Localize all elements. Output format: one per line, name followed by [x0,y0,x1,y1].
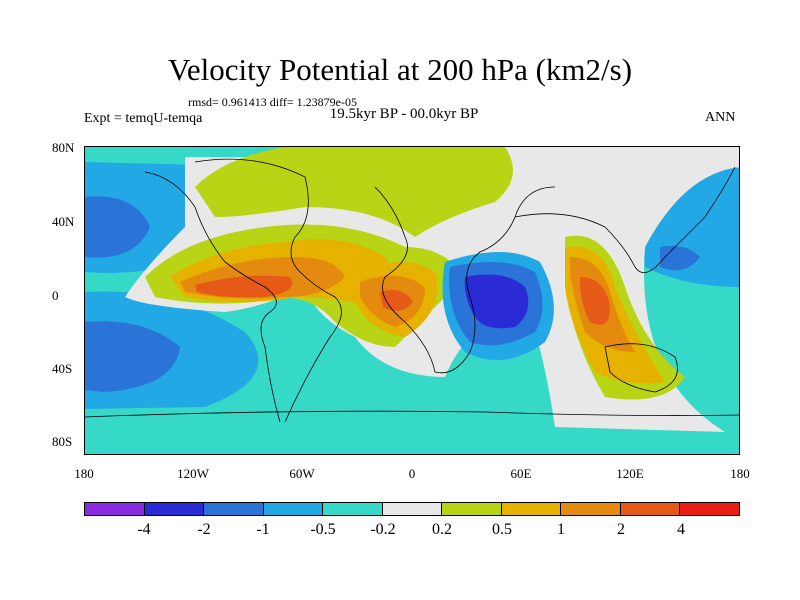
colorbar-label: -1 [256,521,270,538]
coast-australia [604,343,678,393]
colorbar-label: -0.5 [310,521,336,538]
contour-s-pacific-core [85,321,180,392]
period-label: 19.5kyr BP - 00.0kyr BP [329,106,479,122]
contour-americas-core [195,275,293,298]
coast-africa-europe [374,186,556,374]
lat-label: 80S [52,434,73,449]
stats-text: rmsd= 0.961413 diff= 1.23879e-05 [188,95,357,109]
colorbar-label: 1 [557,521,565,538]
coastlines [85,158,739,423]
coast-americas-east [194,158,342,423]
colorbar-label: 2 [617,521,625,538]
lon-label: 180 [74,466,94,481]
season-label: ANN [705,110,736,125]
colorbar-label: 0.2 [432,521,452,538]
coast-asia [514,166,736,274]
contour-atlantic-core [380,289,413,311]
contour-indonesia-core [580,277,610,325]
colorbar-swatch [204,503,264,515]
colorbar [84,502,740,516]
colorbar-swatch [680,503,740,515]
lon-label: 120W [177,466,209,481]
contour-north-atlantic-green [195,147,513,237]
colorbar-swatch [144,503,205,515]
lat-label: 40S [52,361,73,376]
colorbar-swatch [561,503,621,515]
velocity-potential-map [84,146,740,455]
lon-label: 0 [408,466,416,481]
lon-label: 60W [289,466,315,481]
colorbar-label: 0.5 [492,521,512,538]
colorbar-swatch [442,503,502,515]
contour-indian-core [464,274,529,329]
lon-label: 180 [730,466,750,481]
colorbar-swatch [620,503,681,515]
map-title: Velocity Potential at 200 hPa (km2/s) [167,52,633,87]
map-svg [85,147,739,454]
colorbar-swatch [85,503,145,515]
colorbar-swatch [263,503,324,515]
lon-label: 60E [510,466,532,481]
experiment-label: Expt = temqU-temqa [84,111,203,126]
lat-label: 0 [52,288,59,303]
colorbar-swatch [323,503,383,515]
colorbar-label: 4 [677,521,685,538]
colorbar-label: -0.2 [370,521,396,538]
coast-antarctica [85,410,739,418]
colorbar-label: -4 [137,521,151,538]
colorbar-label: -2 [197,521,211,538]
coast-americas-west [144,171,281,423]
lat-label: 80N [52,140,75,155]
contour-n-pacific-core [85,196,150,258]
colorbar-swatch [382,503,443,515]
lon-label: 120E [616,466,644,481]
lat-label: 40N [52,214,75,229]
colorbar-swatch [501,503,562,515]
